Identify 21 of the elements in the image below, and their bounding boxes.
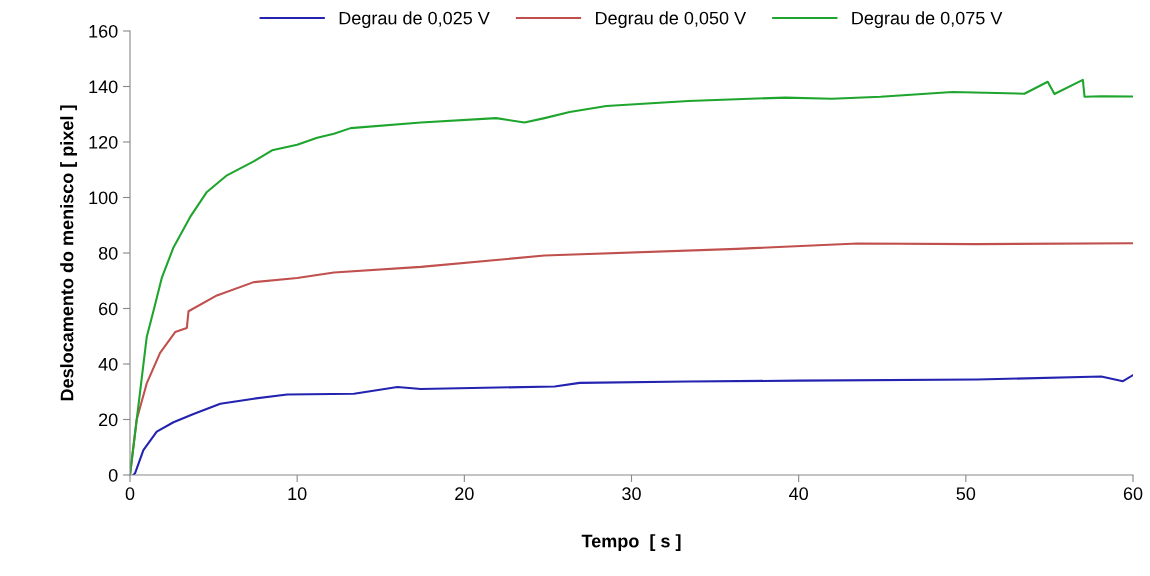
x-tick-label: 40 bbox=[789, 487, 808, 501]
legend-label: Degrau de 0,025 V bbox=[339, 11, 490, 29]
x-tick-label: 50 bbox=[956, 487, 976, 501]
y-tick-label: 140 bbox=[89, 80, 118, 94]
y-axis-title: Deslocamento do menisco [ pixel ] bbox=[60, 105, 77, 401]
y-tick-label: 60 bbox=[99, 302, 118, 316]
y-tick-label: 160 bbox=[89, 24, 118, 38]
y-tick-label: 40 bbox=[98, 357, 118, 371]
x-tick-label: 0 bbox=[125, 487, 135, 501]
legend-label: Degrau de 0,075 V bbox=[852, 11, 1003, 29]
x-tick-label: 20 bbox=[455, 487, 474, 501]
x-tick-label: 10 bbox=[288, 487, 307, 501]
y-tick-label: 100 bbox=[89, 191, 118, 205]
y-tick-label: 80 bbox=[98, 246, 118, 260]
legend-label: Degrau de 0,050 V bbox=[596, 11, 747, 29]
y-tick-label: 20 bbox=[99, 413, 118, 427]
x-tick-label: 30 bbox=[622, 487, 641, 501]
x-axis-title: Tempo [ s ] bbox=[581, 534, 681, 552]
y-tick-label: 120 bbox=[89, 135, 118, 149]
x-tick-label: 60 bbox=[1123, 487, 1143, 501]
y-tick-label: 0 bbox=[108, 468, 118, 482]
